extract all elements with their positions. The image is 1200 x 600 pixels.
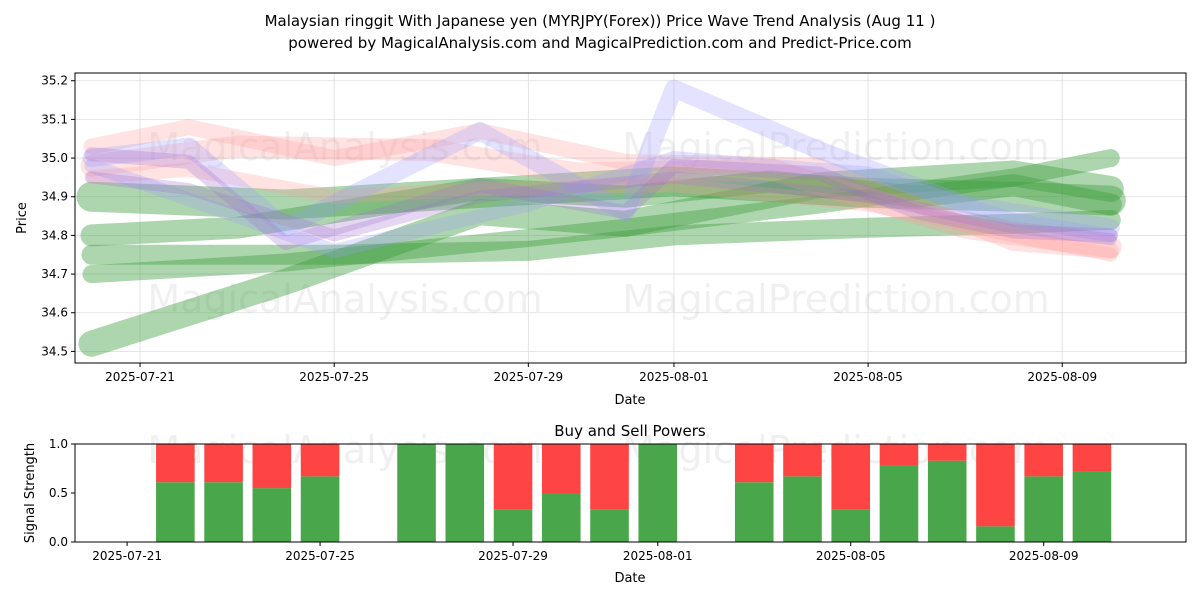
sell-bar xyxy=(252,444,292,489)
sell-bar xyxy=(976,444,1015,527)
wave-layer xyxy=(76,79,1126,357)
chart-title-line-2: powered by MagicalAnalysis.com and Magic… xyxy=(288,34,912,52)
price-x-tick-label: 2025-07-21 xyxy=(105,370,175,384)
wave-series-blue-8 xyxy=(82,79,1120,237)
wave-series-green-2 xyxy=(76,166,1126,220)
buy-sell-x-tick-label: 2025-07-29 xyxy=(478,549,548,563)
buy-sell-x-axis-label: Date xyxy=(614,571,645,586)
buy-sell-x-tick-label: 2025-07-21 xyxy=(92,549,162,563)
watermark-prediction-top: MagicalPrediction.com xyxy=(622,125,1050,169)
buy-bar xyxy=(397,444,436,542)
price-x-tick-label: 2025-08-09 xyxy=(1027,370,1097,384)
sell-bar xyxy=(493,444,533,510)
buy-bar xyxy=(831,509,871,542)
buy-sell-power-chart: Buy and Sell Powers MagicalAnalysis.com … xyxy=(23,422,1187,586)
sell-bar xyxy=(927,444,967,461)
wave-series-red-5 xyxy=(83,119,1119,259)
price-y-tick-label: 34.5 xyxy=(41,344,68,358)
price-y-tick-label: 34.6 xyxy=(41,306,68,320)
buy-sell-bars xyxy=(156,444,1112,542)
buy-sell-chart-title: Buy and Sell Powers xyxy=(554,422,706,440)
buy-bar xyxy=(204,482,243,542)
buy-sell-x-tick-label: 2025-08-05 xyxy=(816,549,886,563)
price-y-tick-label: 34.7 xyxy=(41,267,68,281)
buy-sell-y-axis-label: Signal Strength xyxy=(23,443,38,543)
wave-series-green-3 xyxy=(81,209,1121,265)
watermark-analysis-top: MagicalAnalysis.com xyxy=(147,125,542,169)
price-y-tick-label: 34.8 xyxy=(41,228,68,242)
price-y-tick-label: 35.0 xyxy=(41,151,68,165)
sell-bar xyxy=(590,444,629,510)
price-x-axis-label: Date xyxy=(614,393,645,408)
price-wave-chart: MagicalAnalysis.com MagicalPrediction.co… xyxy=(15,72,1187,408)
buy-bar xyxy=(252,488,292,542)
wave-series-green-0 xyxy=(78,160,1124,357)
buy-bar xyxy=(879,465,919,542)
buy-sell-y-tick-label: 0.5 xyxy=(49,486,68,500)
sell-bar xyxy=(783,444,822,477)
buy-bar xyxy=(300,476,340,542)
wave-series-green-1 xyxy=(80,170,1122,247)
wave-series-blue-9 xyxy=(84,151,1118,258)
wave-series-purple-11 xyxy=(85,171,1117,246)
buy-bar xyxy=(734,482,774,542)
price-watermark: MagicalAnalysis.com MagicalPrediction.co… xyxy=(147,125,1049,321)
price-y-ticks: 34.5 34.6 34.7 34.8 34.9 35.0 35.1 35.2 xyxy=(41,74,75,358)
buy-bar xyxy=(927,460,967,542)
sell-bar xyxy=(541,444,581,493)
buy-bar xyxy=(541,493,581,542)
price-plot-frame xyxy=(74,72,1187,364)
wave-series-red-7 xyxy=(84,162,1118,262)
buy-sell-y-tick-label: 1.0 xyxy=(49,437,68,451)
buy-sell-y-ticks: 0.0 0.5 1.0 xyxy=(49,437,75,549)
buy-bar xyxy=(783,476,822,542)
sell-bar xyxy=(1072,444,1112,472)
sell-bar xyxy=(156,444,195,483)
price-x-tick-label: 2025-08-01 xyxy=(639,370,709,384)
price-y-tick-label: 34.9 xyxy=(41,190,68,204)
price-x-tick-label: 2025-07-29 xyxy=(493,370,563,384)
price-grid xyxy=(75,73,1186,363)
buy-bar xyxy=(1072,471,1112,542)
sell-bar xyxy=(1024,444,1063,477)
buy-bar xyxy=(590,509,629,542)
buy-sell-x-ticks: 2025-07-21 2025-07-25 2025-07-29 2025-08-01… xyxy=(92,542,1079,563)
price-y-tick-label: 35.1 xyxy=(41,112,68,126)
price-x-ticks: 2025-07-21 2025-07-25 2025-07-29 2025-08-01… xyxy=(105,363,1097,384)
price-x-tick-label: 2025-07-25 xyxy=(299,370,369,384)
buy-sell-y-tick-label: 0.0 xyxy=(49,535,68,549)
sell-bar xyxy=(734,444,774,483)
wave-series-purple-10 xyxy=(84,147,1118,251)
sell-bar xyxy=(879,444,919,466)
buy-sell-x-tick-label: 2025-08-09 xyxy=(1009,549,1079,563)
buy-sell-x-tick-label: 2025-07-25 xyxy=(285,549,355,563)
price-wave-series xyxy=(76,79,1126,357)
wave-series-green-4 xyxy=(82,149,1120,284)
wave-series-red-6 xyxy=(80,135,1122,258)
watermark-prediction-mid: MagicalPrediction.com xyxy=(622,277,1050,321)
buy-sell-x-tick-label: 2025-08-01 xyxy=(623,549,693,563)
buy-bar xyxy=(445,444,485,542)
buy-bar xyxy=(976,526,1015,542)
sell-bar xyxy=(300,444,340,477)
buy-bar xyxy=(493,509,533,542)
buy-bar xyxy=(638,444,678,542)
watermark-analysis-mid: MagicalAnalysis.com xyxy=(147,277,542,321)
chart-title-line-1: Malaysian ringgit With Japanese yen (MYR… xyxy=(265,12,936,30)
price-y-tick-label: 35.2 xyxy=(41,74,68,88)
price-y-axis-label: Price xyxy=(15,202,30,234)
buy-bar xyxy=(1024,476,1063,542)
sell-bar xyxy=(204,444,243,483)
price-x-tick-label: 2025-08-05 xyxy=(833,370,903,384)
sell-bar xyxy=(831,444,871,510)
buy-bar xyxy=(156,482,195,542)
